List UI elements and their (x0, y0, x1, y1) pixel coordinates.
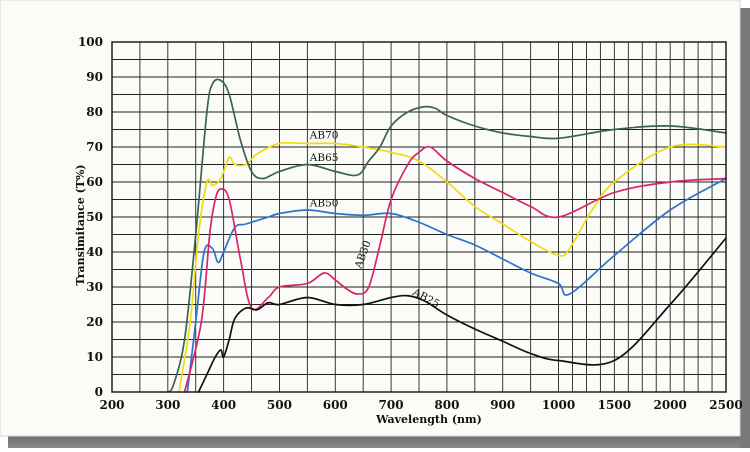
x-tick-label: 1000 (542, 398, 575, 412)
y-tick-label: 10 (86, 350, 103, 364)
plot-border (111, 41, 727, 393)
y-tick-label: 100 (78, 35, 103, 49)
series-line-ab50 (186, 177, 727, 393)
series-label-ab70: AB70 (309, 129, 339, 141)
x-tick-label: 1500 (598, 398, 631, 412)
tick-labels: 0 10 20 30 40 50 60 70 80 90 100 200 300 400 500 600 700… (78, 35, 743, 412)
x-tick-label: 2000 (653, 398, 686, 412)
grid (111, 41, 727, 393)
y-tick-label: 60 (86, 175, 103, 189)
x-tick-label: 2500 (709, 398, 742, 412)
y-tick-label: 0 (95, 385, 103, 399)
x-tick-label: 200 (99, 398, 124, 412)
y-axis-label: Transimitance (T%) (74, 164, 87, 285)
y-tick-label: 50 (86, 210, 103, 224)
x-tick-label: 600 (323, 398, 348, 412)
x-tick-label: 800 (434, 398, 459, 412)
series-line-ab25 (197, 237, 727, 393)
x-axis-label: Wavelength (nm) (375, 413, 482, 426)
x-tick-label: 900 (490, 398, 515, 412)
y-tick-label: 20 (86, 315, 103, 329)
series-line-ab65 (166, 78, 727, 393)
y-tick-label: 80 (86, 105, 103, 119)
y-tick-label: 90 (86, 70, 103, 84)
x-tick-label: 500 (267, 398, 292, 412)
y-tick-label: 40 (86, 245, 103, 259)
series-line-ab70 (178, 141, 727, 393)
x-tick-label: 300 (155, 398, 180, 412)
x-tick-label: 700 (379, 398, 404, 412)
y-tick-label: 70 (86, 140, 103, 154)
series-label-ab50: AB50 (309, 198, 339, 210)
y-tick-label: 30 (86, 280, 103, 294)
series-lines (166, 78, 727, 393)
series-label-ab65: AB65 (309, 152, 339, 164)
series-line-ab30 (183, 145, 727, 393)
figure-paper (0, 0, 741, 437)
x-tick-label: 400 (211, 398, 236, 412)
frame-shadow-bottom (8, 436, 750, 448)
frame-shadow-right (740, 8, 750, 448)
